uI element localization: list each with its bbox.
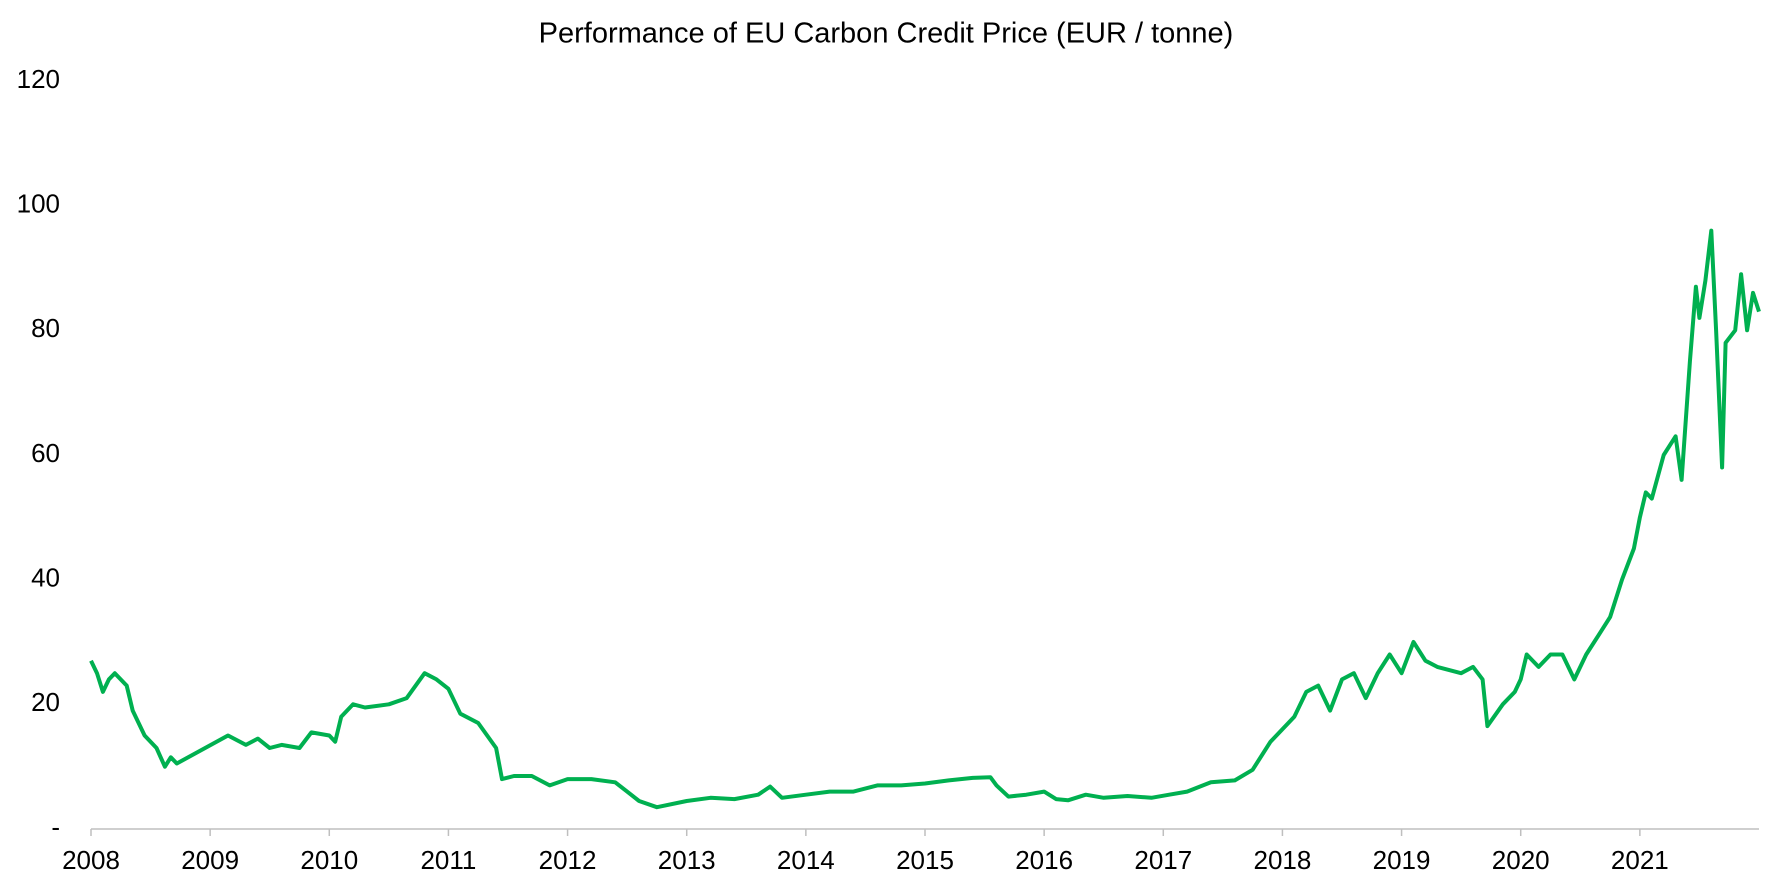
y-tick-label: 20: [31, 687, 60, 717]
x-tick-label: 2012: [539, 845, 597, 875]
y-tick-label: 80: [31, 313, 60, 343]
x-tick-label: 2014: [777, 845, 835, 875]
x-tick-label: 2021: [1611, 845, 1669, 875]
x-tick-label: 2018: [1254, 845, 1312, 875]
x-tick-label: 2016: [1015, 845, 1073, 875]
x-tick-label: 2013: [658, 845, 716, 875]
y-tick-label: 40: [31, 563, 60, 593]
x-tick-label: 2008: [62, 845, 120, 875]
y-tick-label: 60: [31, 438, 60, 468]
y-tick-label: 100: [17, 189, 60, 219]
x-tick-label: 2019: [1373, 845, 1431, 875]
x-tick-label: 2020: [1492, 845, 1550, 875]
chart-title: Performance of EU Carbon Credit Price (E…: [539, 18, 1234, 50]
x-tick-label: 2010: [300, 845, 358, 875]
x-tick-label: 2011: [420, 845, 476, 875]
x-tick-label: 2009: [181, 845, 239, 875]
price-line: [89, 228, 1761, 810]
y-tick-label: 120: [17, 64, 60, 94]
y-tick-label: -: [51, 812, 60, 842]
x-tick-label: 2015: [896, 845, 954, 875]
x-tick-label: 2017: [1134, 845, 1192, 875]
